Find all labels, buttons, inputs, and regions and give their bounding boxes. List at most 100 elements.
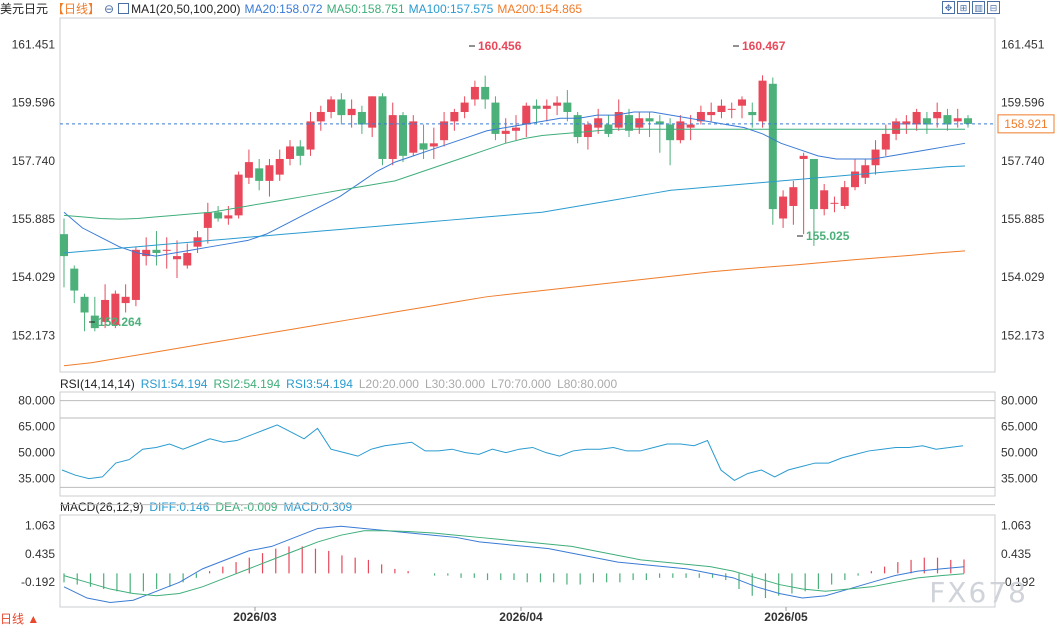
candle-body (861, 165, 870, 178)
rsi-tick-left: 65.000 (18, 420, 55, 434)
ma100-value: MA100:157.575 (408, 2, 494, 16)
candle-body (80, 296, 89, 313)
candle-body (625, 115, 633, 131)
candle-body (542, 105, 551, 109)
main-pane-frame (59, 17, 996, 373)
candle-body (296, 146, 305, 156)
candle-body (779, 196, 788, 219)
x-tick-label: 2026/05 (764, 610, 808, 624)
macd-tick-right: 0.435 (1001, 547, 1031, 561)
ma-line-ma100 (63, 165, 966, 254)
move-icon[interactable]: ✥ (942, 1, 955, 14)
candle-body (419, 143, 428, 150)
price-annotation: 160.456 (478, 39, 522, 53)
ma200-value: MA200:154.865 (497, 2, 583, 16)
watermark: FX678 (929, 576, 1028, 609)
candle-body (922, 118, 931, 125)
candle-body (306, 121, 315, 150)
candle-body (121, 296, 130, 304)
macd-line-diff (63, 525, 965, 604)
chart-tools: ✥ ⊞ ▥ ⊟ (942, 1, 1000, 14)
candle-body (902, 121, 911, 125)
candle-body (244, 162, 253, 178)
candle-body (265, 165, 274, 181)
l80-value: L80:80.000 (557, 377, 618, 391)
candle-body (594, 118, 603, 128)
diff-value: DIFF:0.146 (149, 500, 210, 514)
y-tick-label-left: 154.029 (12, 270, 56, 284)
candle-body (450, 111, 459, 122)
candle-body (131, 249, 140, 300)
candle-body (275, 158, 284, 175)
period-label[interactable]: 【日线】 (52, 2, 101, 16)
collapse-icon[interactable]: ⊖ (104, 2, 115, 16)
candle-body (460, 102, 469, 112)
symbol-label: 美元日元 (0, 2, 49, 16)
y-tick-label-right: 159.596 (1001, 96, 1045, 110)
candle-body (409, 121, 418, 153)
zoom-out-icon[interactable]: ⊟ (987, 1, 1000, 14)
candle-body (553, 102, 562, 106)
candle-body (645, 118, 654, 122)
ma50-value: MA50:158.751 (326, 2, 405, 16)
zoom-in-icon[interactable]: ⊞ (957, 1, 970, 14)
candle-body (573, 115, 582, 138)
candle-body (429, 143, 438, 147)
ma-line-ma200 (63, 250, 966, 367)
macd-tick-left: 0.435 (25, 547, 55, 561)
candle-body (892, 121, 901, 134)
y-tick-label-left: 161.451 (12, 38, 56, 52)
candle-body (316, 111, 325, 122)
candle-body (686, 124, 695, 128)
macd-tick-right: -0.192 (1001, 575, 1035, 589)
rsi-tick-right: 80.000 (1001, 394, 1038, 408)
y-tick-label-right: 157.740 (1001, 154, 1045, 168)
bar-chart-icon[interactable]: ▥ (972, 1, 985, 14)
ma-checkbox-icon[interactable] (118, 3, 130, 14)
candle-body (635, 118, 644, 128)
rsi-tick-left: 50.000 (18, 446, 55, 460)
candle-body (327, 99, 336, 112)
current-price-label: 158.921 (1004, 117, 1048, 131)
price-annotation: 155.025 (806, 229, 850, 243)
candle-body (789, 187, 798, 206)
candle-body (748, 111, 757, 116)
candle-body (183, 252, 192, 266)
candle-body (224, 215, 233, 219)
candle-body (357, 111, 366, 125)
dea-value: DEA:-0.009 (215, 500, 278, 514)
period-selector[interactable]: 日线 ▲ (0, 612, 40, 626)
candle-body (583, 124, 592, 138)
candle-body (142, 249, 151, 257)
rsi3-value: RSI3:54.194 (286, 377, 353, 391)
candle-body (563, 102, 572, 112)
macd-tick-right: 1.063 (1001, 519, 1031, 533)
candle-body (470, 86, 479, 100)
candle-body (101, 299, 110, 322)
ma-title: MA1(20,50,100,200) (131, 2, 241, 16)
l30-value: L30:30.000 (424, 377, 485, 391)
candle-body (943, 115, 952, 125)
macd-value: MACD:0.309 (283, 500, 353, 514)
candle-body (70, 268, 79, 291)
y-tick-label-right: 154.029 (1001, 270, 1045, 284)
candle-body (203, 212, 212, 228)
price-annotation: 160.467 (742, 39, 786, 53)
candle-body (768, 83, 777, 210)
y-tick-label-right: 155.885 (1001, 212, 1045, 226)
candle-body (758, 80, 767, 122)
ma-line-ma50 (63, 128, 965, 220)
candle-body (840, 187, 849, 206)
candle-body (522, 105, 531, 125)
candle-body (799, 155, 808, 159)
macd-tick-left: 1.063 (25, 519, 55, 533)
macd-line-dea (63, 530, 965, 597)
candle-body (152, 249, 161, 253)
candle-body (933, 111, 942, 119)
y-tick-label-left: 159.596 (12, 96, 56, 110)
candle-body (532, 105, 541, 109)
candle-body (604, 124, 613, 134)
candle-body (388, 115, 397, 159)
rsi-tick-right: 50.000 (1001, 446, 1038, 460)
